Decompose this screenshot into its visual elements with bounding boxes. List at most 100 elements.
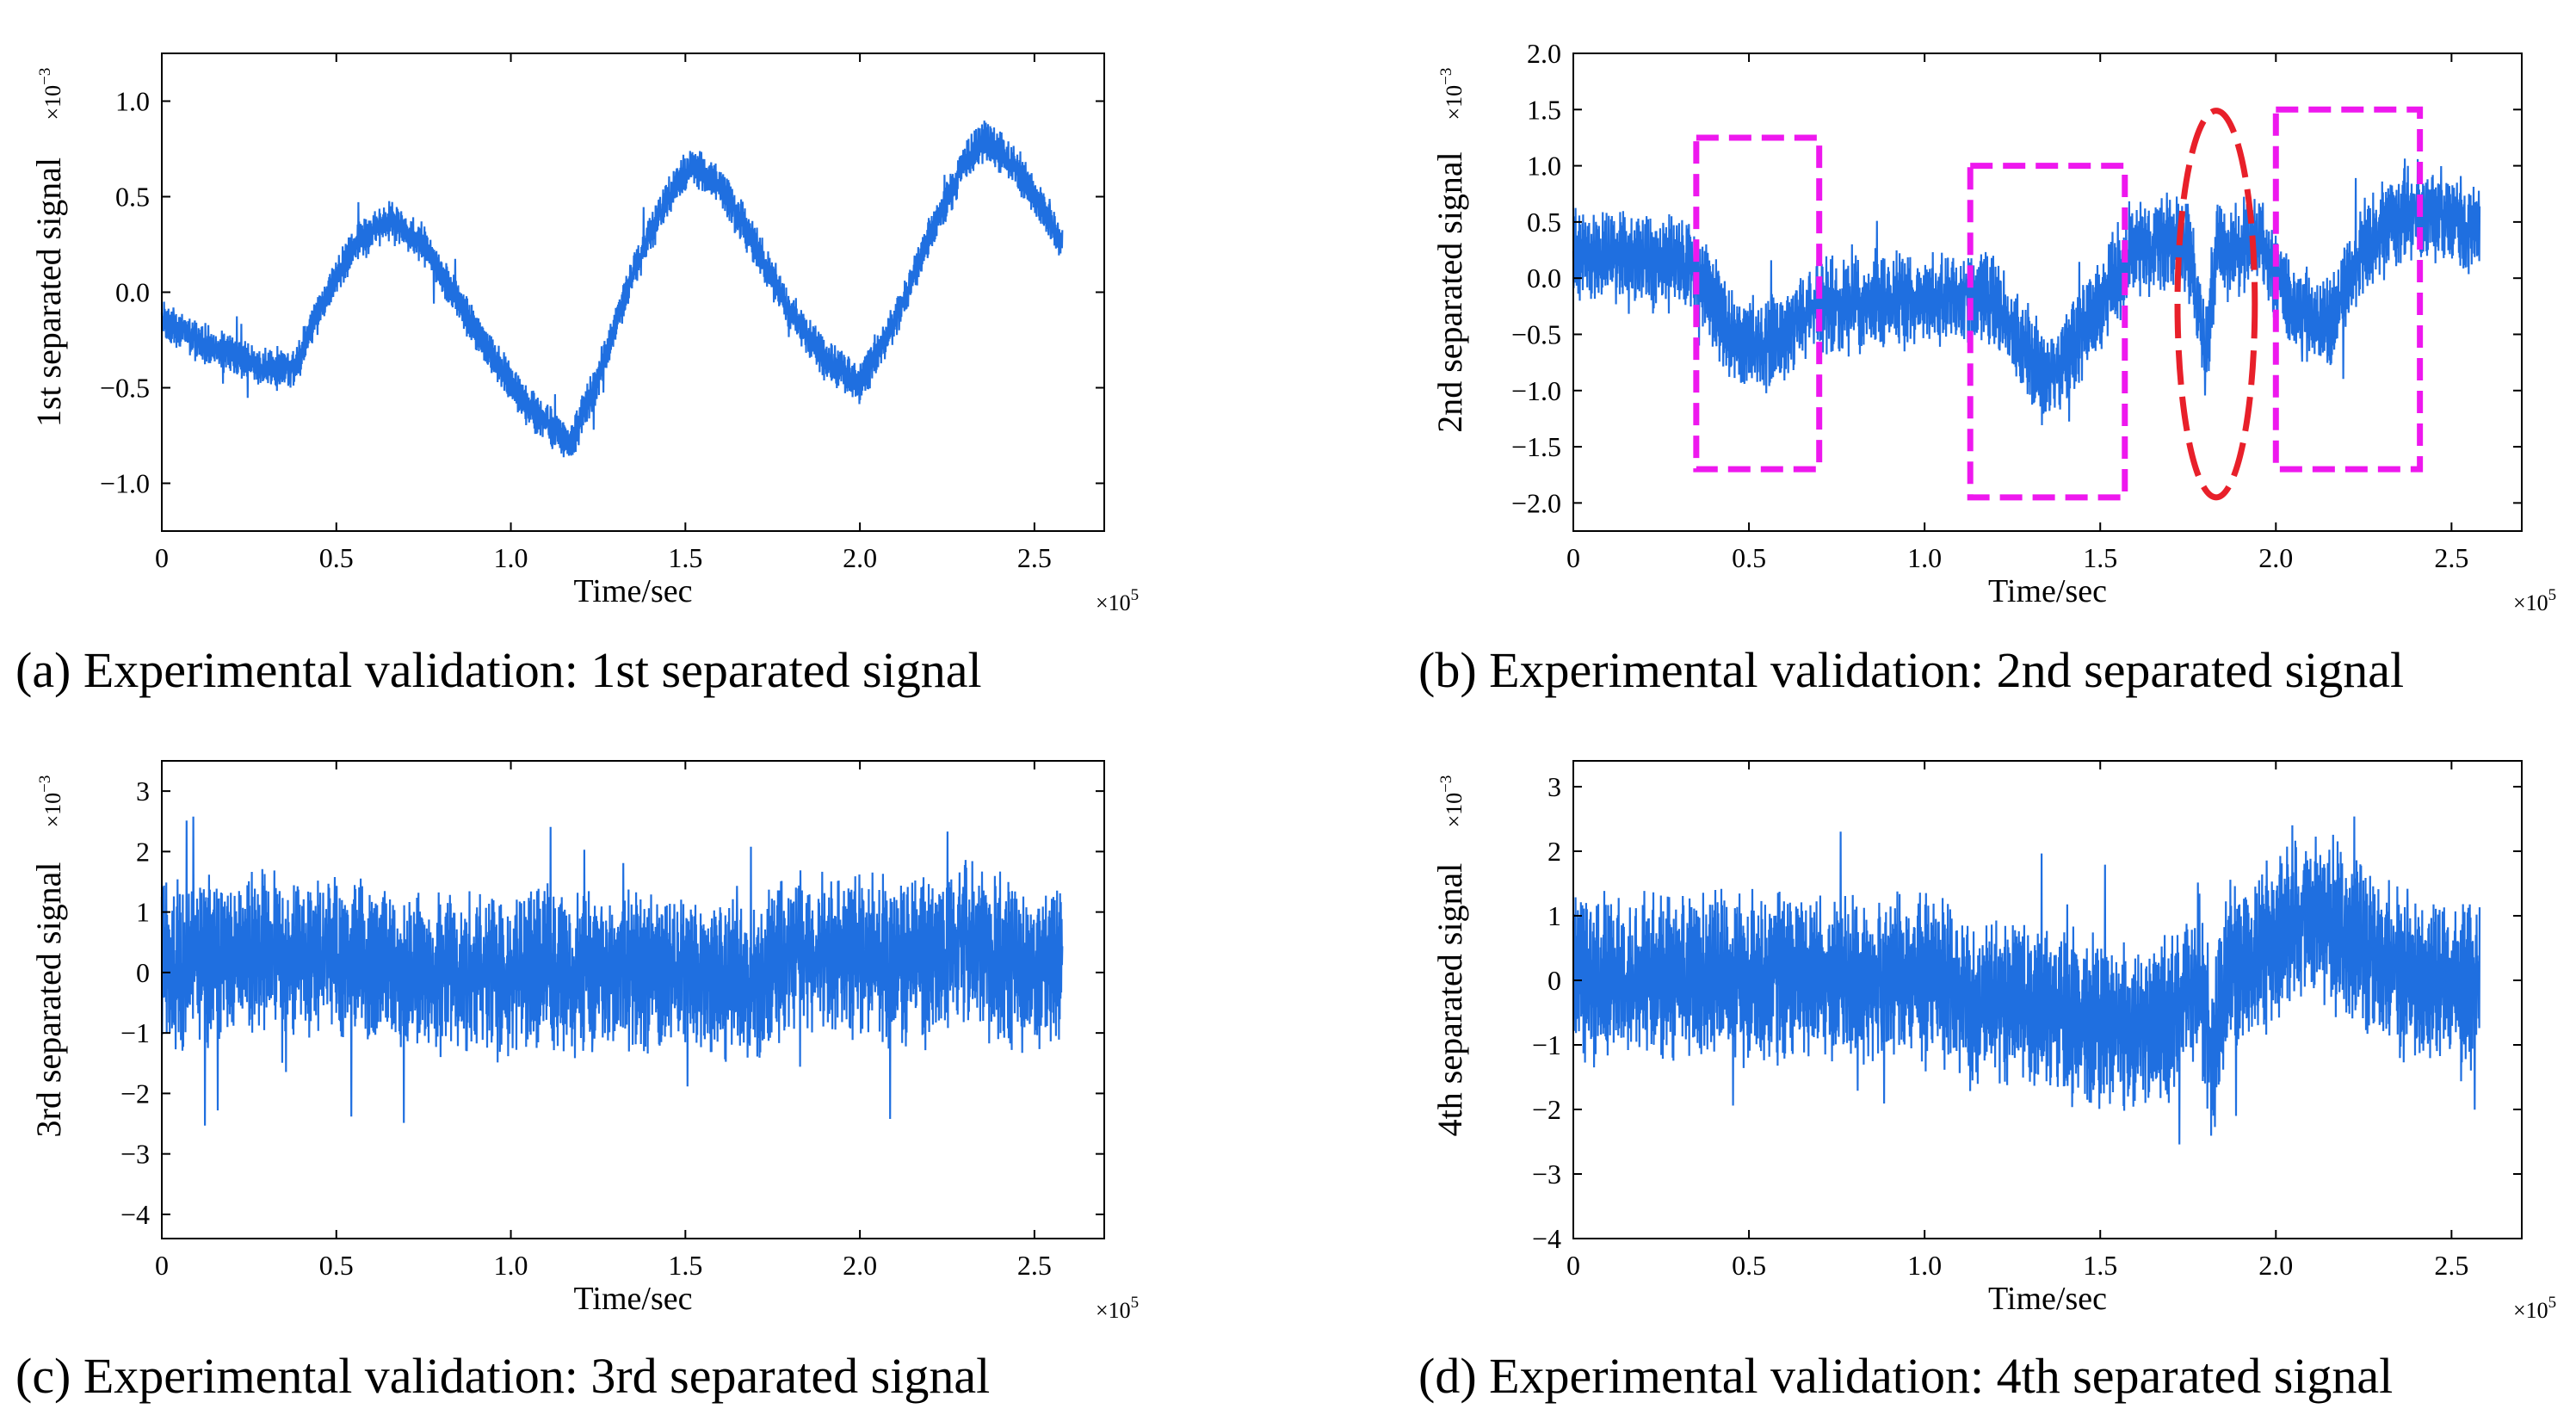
y-axis-label-group: 3rd separated signal ×10−3	[29, 775, 68, 1138]
signal-series-line	[160, 816, 1064, 1126]
x-tick-label: 2.0	[2258, 542, 2293, 573]
x-scale-exponent: 5	[2548, 1294, 2557, 1312]
y-tick-label: 1.5	[1527, 94, 1561, 125]
y-tick-label: −2.0	[1511, 487, 1561, 518]
x-axis-label: Time/sec	[1988, 573, 2107, 609]
x-scale-exponent: 5	[1131, 1294, 1140, 1312]
x-tick-label: 0.5	[319, 542, 354, 573]
signal-series-line	[1572, 816, 2481, 1145]
x-tick-label: 1.0	[1907, 1250, 1942, 1281]
y-tick-label: 0.0	[1527, 263, 1561, 294]
plot-frame	[161, 53, 1105, 532]
y-scale-exponent: −3	[1437, 68, 1455, 85]
x-tick-label: 2.5	[2434, 542, 2468, 573]
chart-b: 0 0.5 1.0 1.5 2.0 2.5 −2.0 −1.5 −1.0 −0.5 0.0 0.5 1.…	[1430, 38, 2557, 615]
x-tick-label: 1.5	[668, 1250, 702, 1281]
y-scale-exponent: −3	[36, 775, 54, 793]
y-axis-label: 3rd separated signal	[29, 862, 68, 1138]
chart-panel-d: 0 0.5 1.0 1.5 2.0 2.5 −4 −3 −2 −1 0 1 2 3 Time/sec ×105…	[1403, 725, 2576, 1327]
y-scale-base: ×10	[40, 793, 65, 828]
y-tick-label: −4	[120, 1199, 150, 1230]
y-tick-label: 1	[136, 897, 150, 928]
x-scale-factor: ×105	[1096, 586, 1139, 615]
y-scale-factor: ×10−3	[36, 68, 65, 120]
highlight-ellipse	[2174, 108, 2258, 501]
y-tick-label: 2	[1547, 836, 1561, 867]
y-tick-label: −1.0	[100, 468, 150, 499]
y-scale-factor: ×10−3	[1437, 775, 1467, 828]
y-scale-exponent: −3	[36, 68, 54, 85]
x-tick-label: 2.0	[2258, 1250, 2293, 1281]
x-axis-label: Time/sec	[574, 573, 693, 609]
x-tick-label: 0	[1566, 542, 1580, 573]
y-axis-label-group: 4th separated signal ×10−3	[1430, 775, 1469, 1137]
x-scale-base: ×10	[1096, 590, 1131, 615]
y-tick-label: −1.5	[1511, 431, 1561, 462]
x-scale-base: ×10	[2513, 590, 2548, 615]
plot-frame	[161, 760, 1105, 1239]
x-tick-label: 0	[155, 1250, 169, 1281]
y-tick-label: 0	[1547, 965, 1561, 996]
caption-b: (b) Experimental validation: 2nd separat…	[1418, 642, 2405, 698]
y-scale-exponent: −3	[1437, 775, 1455, 793]
x-tick-label: 0.5	[319, 1250, 354, 1281]
y-tick-label: 3	[136, 775, 150, 806]
y-tick-label: −0.5	[100, 373, 150, 404]
y-tick-label: 2	[136, 836, 150, 867]
y-tick-label: 1	[1547, 900, 1561, 931]
chart-panel-c: 0 0.5 1.0 1.5 2.0 2.5 −4 −3 −2 −1 0 1 2 3 Time/sec ×105…	[0, 725, 1205, 1327]
x-scale-factor: ×105	[2513, 1294, 2556, 1323]
y-scale-base: ×10	[40, 85, 65, 120]
y-tick-label: −1	[1532, 1029, 1561, 1060]
x-tick-label: 2.5	[2434, 1250, 2468, 1281]
y-axis-label: 2nd separated signal	[1430, 151, 1469, 433]
y-tick-label: 0	[136, 957, 150, 988]
plot-frame	[1572, 760, 2523, 1239]
y-tick-label: −2	[1532, 1094, 1561, 1125]
x-tick-label: 1.0	[494, 1250, 528, 1281]
caption-d: (d) Experimental validation: 4th separat…	[1418, 1348, 2394, 1404]
x-tick-label: 2.5	[1017, 542, 1052, 573]
y-scale-base: ×10	[1442, 85, 1467, 120]
x-tick-label: 2.0	[843, 542, 877, 573]
x-tick-label: 1.5	[2083, 1250, 2117, 1281]
x-tick-label: 0	[155, 542, 169, 573]
y-tick-label: 0.5	[115, 182, 150, 213]
caption-c: (c) Experimental validation: 3rd separat…	[15, 1348, 991, 1404]
x-tick-label: 1.0	[494, 542, 528, 573]
y-tick-label: 0.0	[115, 277, 150, 308]
x-tick-label: 2.0	[843, 1250, 877, 1281]
chart-panel-a: 0 0.5 1.0 1.5 2.0 2.5 −1.0 −0.5 0.0 0.5 1.0 Time/se…	[0, 17, 1205, 637]
x-tick-label: 1.5	[2083, 542, 2117, 573]
x-scale-exponent: 5	[1131, 586, 1140, 604]
y-tick-label: −1.0	[1511, 375, 1561, 406]
y-tick-label: 0.5	[1527, 207, 1561, 238]
signal-series-line	[1572, 158, 2481, 426]
y-tick-label: −0.5	[1511, 318, 1561, 349]
x-scale-exponent: 5	[2548, 586, 2557, 604]
x-tick-label: 1.0	[1907, 542, 1942, 573]
highlight-box	[2272, 106, 2424, 473]
y-tick-label: −1	[120, 1017, 150, 1048]
y-axis-label-group: 2nd separated signal ×10−3	[1430, 68, 1469, 433]
y-axis-label: 1st separated signal	[29, 158, 68, 427]
chart-panel-b: 0 0.5 1.0 1.5 2.0 2.5 −2.0 −1.5 −1.0 −0.5 0.0 0.5 1.…	[1403, 17, 2576, 637]
x-scale-base: ×10	[1096, 1298, 1131, 1323]
signal-series-line	[160, 120, 1064, 458]
y-axis-label: 4th separated signal	[1430, 863, 1469, 1137]
y-scale-factor: ×10−3	[36, 775, 65, 828]
y-tick-label: −3	[120, 1139, 150, 1170]
y-tick-label: −3	[1532, 1159, 1561, 1189]
caption-a: (a) Experimental validation: 1st separat…	[15, 642, 982, 698]
chart-a: 0 0.5 1.0 1.5 2.0 2.5 −1.0 −0.5 0.0 0.5 1.0 Time/se…	[29, 53, 1139, 615]
y-tick-label: −2	[120, 1078, 150, 1109]
y-tick-label: 1.0	[115, 86, 150, 117]
x-scale-base: ×10	[2513, 1298, 2548, 1323]
x-tick-label: 1.5	[668, 542, 702, 573]
y-tick-label: 2.0	[1527, 38, 1561, 69]
y-scale-base: ×10	[1442, 793, 1467, 828]
x-scale-factor: ×105	[1096, 1294, 1139, 1323]
highlight-box	[1967, 163, 2128, 501]
